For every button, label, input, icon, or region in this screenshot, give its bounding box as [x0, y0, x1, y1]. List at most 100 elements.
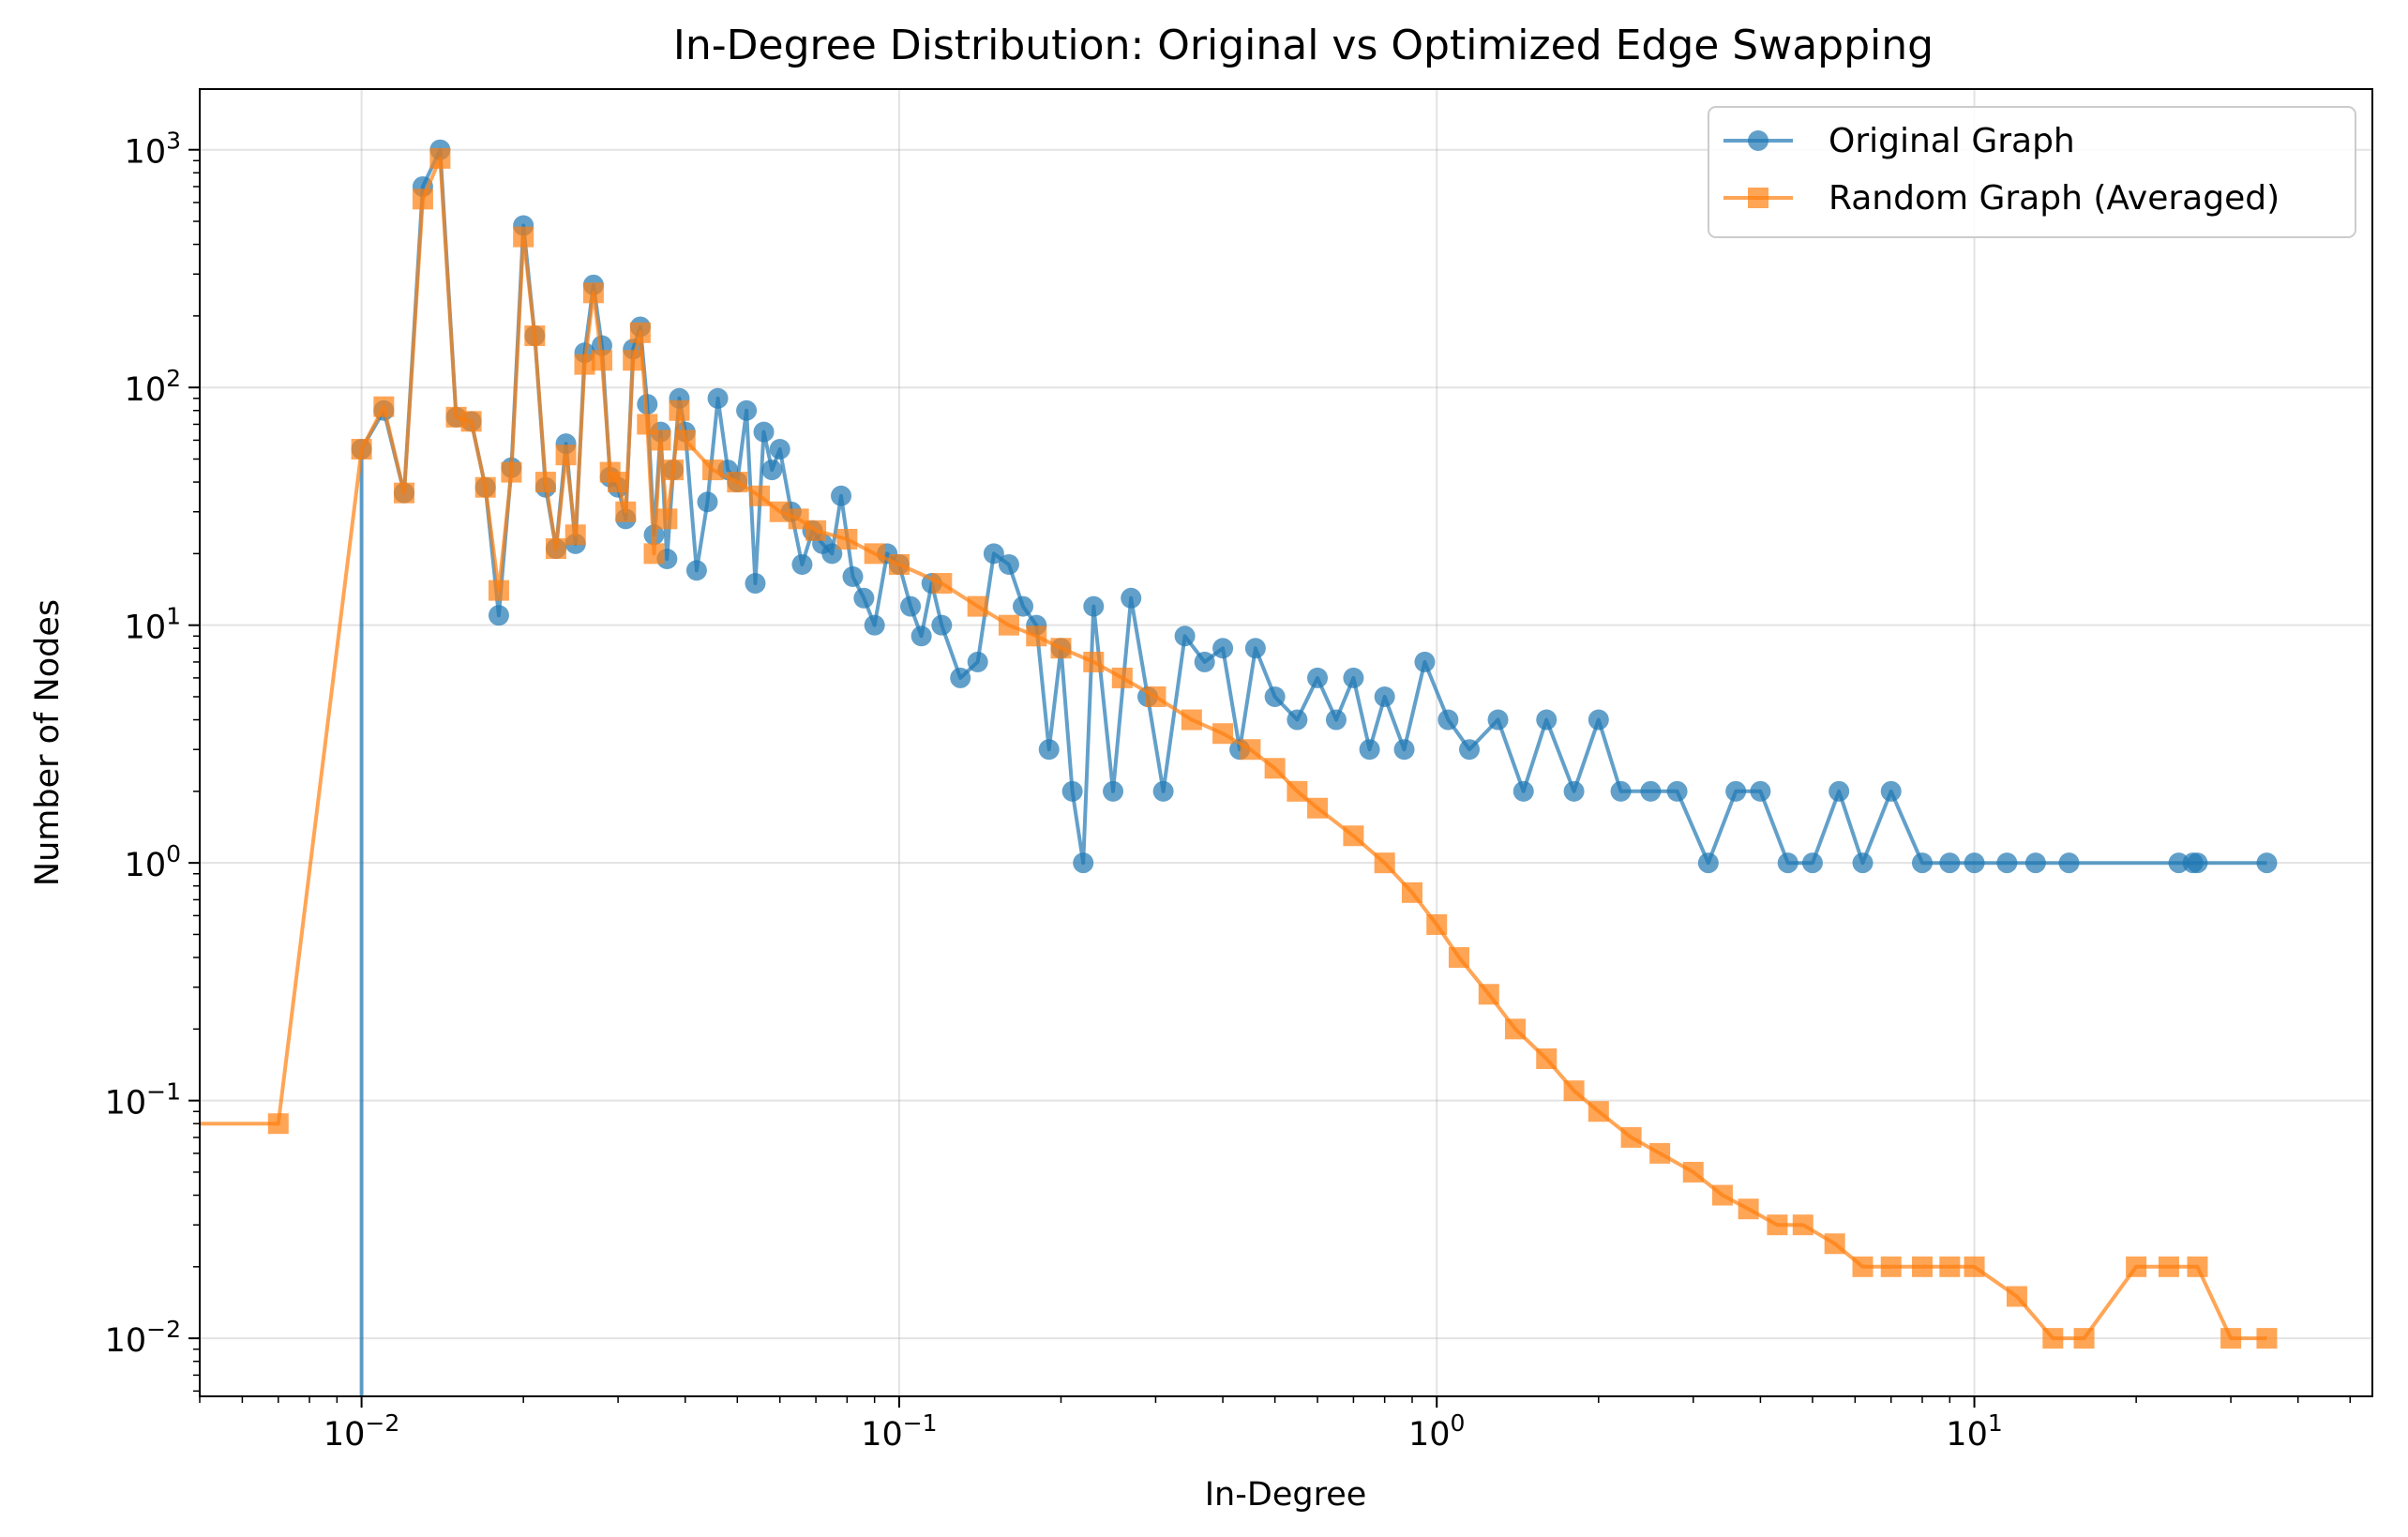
original-point	[1152, 780, 1174, 802]
original-point	[950, 667, 971, 688]
original-point	[1194, 651, 1215, 672]
random-point	[836, 528, 858, 550]
original-point	[2058, 852, 2080, 874]
legend-box	[1708, 106, 2356, 238]
random-point	[702, 460, 724, 481]
random-point	[650, 429, 671, 451]
random-point	[888, 553, 910, 575]
original-point	[1287, 709, 1308, 731]
random-point	[805, 520, 827, 541]
random-point	[1287, 780, 1308, 802]
original-point	[1212, 638, 1234, 659]
original-point	[864, 614, 885, 636]
original-point	[753, 421, 775, 443]
original-point	[769, 439, 790, 460]
random-point	[555, 445, 577, 466]
random-point	[788, 508, 809, 530]
random-point	[2158, 1256, 2179, 1277]
original-point	[1964, 852, 1985, 874]
x-tick-label: 100	[1408, 1409, 1465, 1454]
original-point	[1414, 651, 1436, 672]
original-point	[1697, 852, 1719, 874]
random-point	[1682, 1161, 1704, 1183]
random-point	[1083, 651, 1105, 672]
random-point	[524, 325, 546, 347]
random-point	[1792, 1214, 1814, 1236]
random-point	[591, 350, 612, 371]
original-point	[1725, 780, 1747, 802]
original-point	[2187, 852, 2208, 874]
original-point	[1459, 739, 1481, 761]
random-point	[1240, 739, 1261, 761]
original-point	[697, 491, 718, 513]
random-point	[998, 614, 1019, 636]
original-point	[967, 651, 988, 672]
random-point	[656, 508, 678, 530]
original-point	[1563, 780, 1585, 802]
original-point	[1588, 709, 1609, 731]
random-point	[967, 595, 988, 617]
random-point	[608, 472, 629, 493]
random-point	[1343, 825, 1364, 847]
original-point	[1487, 709, 1509, 731]
random-point	[1738, 1198, 1759, 1220]
random-point	[1767, 1214, 1788, 1236]
random-point	[1563, 1080, 1585, 1102]
original-point	[1750, 780, 1771, 802]
random-point	[2042, 1328, 2064, 1349]
original-point	[488, 605, 509, 626]
original-point	[1121, 587, 1142, 609]
original-point	[1640, 780, 1662, 802]
random-point	[623, 350, 644, 371]
original-point	[1437, 709, 1459, 731]
original-point	[1013, 595, 1034, 617]
y-tick-label: 10−2	[105, 1316, 181, 1360]
random-point	[1880, 1256, 1902, 1277]
random-point	[429, 147, 451, 169]
random-point	[1478, 984, 1499, 1005]
random-point	[1212, 723, 1234, 745]
original-point	[1393, 739, 1415, 761]
original-point	[761, 460, 783, 481]
random-point	[1620, 1126, 1642, 1148]
original-point	[1103, 780, 1124, 802]
random-point	[1964, 1256, 1985, 1277]
legend-marker-random	[1748, 188, 1768, 208]
original-point	[1061, 780, 1083, 802]
random-point	[749, 485, 771, 506]
x-tick-label: 10−1	[861, 1409, 937, 1454]
original-point	[1852, 852, 1874, 874]
random-point	[1536, 1048, 1558, 1070]
original-point	[1359, 739, 1380, 761]
random-point	[1852, 1256, 1874, 1277]
random-point	[1824, 1233, 1845, 1255]
original-point	[1343, 667, 1364, 688]
original-point	[1666, 780, 1688, 802]
original-point	[831, 485, 852, 506]
random-point	[864, 543, 885, 565]
legend-label-random: Random Graph (Averaged)	[1829, 179, 2280, 218]
original-point	[842, 565, 864, 587]
y-axis-ticks: 10−2 10−1 100 101 102 103	[105, 128, 200, 1393]
random-point	[637, 414, 658, 435]
random-point	[574, 354, 595, 375]
original-point	[707, 387, 729, 409]
random-point	[474, 476, 496, 498]
random-point	[2220, 1328, 2242, 1349]
random-point	[2073, 1328, 2095, 1349]
legend-label-original: Original Graph	[1829, 122, 2075, 160]
y-tick-label: 101	[125, 603, 181, 647]
random-point	[2187, 1256, 2208, 1277]
original-point	[1939, 852, 1961, 874]
original-point	[1610, 780, 1632, 802]
random-point	[267, 1113, 289, 1135]
original-point	[685, 560, 707, 581]
random-point	[412, 188, 433, 210]
original-point	[1264, 686, 1286, 707]
plot-area: 10−2 10−1 100 101 10−2 10−1 100 101 102 103	[105, 88, 2373, 1454]
random-point	[2126, 1256, 2147, 1277]
random-point	[1181, 709, 1202, 731]
random-point	[513, 226, 534, 248]
random-point	[1111, 667, 1133, 688]
original-point	[1801, 852, 1823, 874]
